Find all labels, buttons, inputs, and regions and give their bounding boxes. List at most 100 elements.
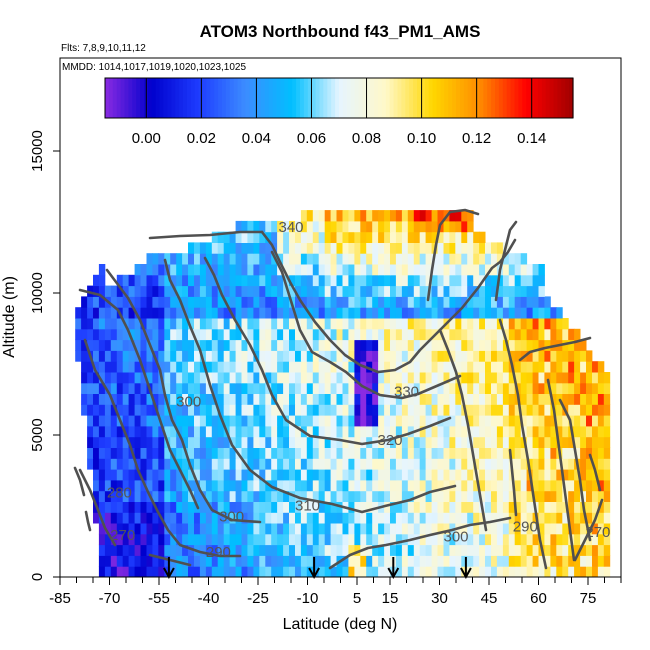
heatmap-cell [449, 436, 456, 448]
heatmap-cell [110, 566, 118, 577]
heatmap-cell [562, 361, 569, 373]
heatmap-cell [443, 555, 450, 567]
heatmap-cell [253, 339, 260, 351]
heatmap-cell [520, 382, 528, 394]
heatmap-cell [306, 382, 314, 394]
heatmap-cell [188, 285, 195, 297]
heatmap-cell [485, 274, 492, 287]
heatmap-cell [271, 458, 278, 470]
heatmap-cell [378, 479, 385, 492]
heatmap-cell [437, 447, 444, 459]
heatmap-cell [199, 264, 207, 276]
heatmap-cell [372, 415, 379, 427]
heatmap-cell [455, 285, 462, 297]
heatmap-cell [152, 307, 159, 319]
heatmap-cell [514, 285, 522, 297]
heatmap-cell [574, 425, 581, 438]
heatmap-cell [182, 544, 189, 556]
heatmap-cell [390, 523, 397, 535]
heatmap-cell [295, 458, 302, 470]
heatmap-cell [247, 264, 254, 276]
heatmap-cell [211, 296, 219, 308]
heatmap-cell [603, 372, 611, 384]
heatmap-cell [532, 458, 539, 470]
heatmap-cell [324, 436, 332, 448]
heatmap-cell [300, 231, 308, 243]
heatmap-cell [401, 361, 409, 373]
heatmap-cell [176, 544, 183, 556]
heatmap-cell [283, 285, 290, 297]
heatmap-cell [437, 501, 444, 513]
heatmap-cell [336, 533, 343, 546]
heatmap-cell [110, 404, 118, 416]
heatmap-cell [223, 307, 231, 319]
heatmap-cell [562, 566, 569, 577]
heatmap-cell [217, 382, 225, 394]
heatmap-cell [241, 566, 248, 577]
heatmap-cell [265, 253, 272, 265]
heatmap-cell [199, 361, 207, 373]
heatmap-cell [449, 210, 456, 222]
heatmap-cell [580, 523, 587, 535]
heatmap-cell [217, 490, 225, 502]
heatmap-cell [283, 469, 290, 481]
heatmap-cell [437, 210, 444, 222]
heatmap-cell [496, 253, 504, 265]
heatmap-cell [229, 285, 236, 297]
heatmap-cell [437, 339, 444, 351]
heatmap-cell [550, 393, 557, 405]
colorbar-swatch [393, 78, 399, 118]
heatmap-cell [425, 372, 432, 384]
heatmap-cell [140, 533, 147, 546]
heatmap-cell [378, 318, 385, 330]
heatmap-cell [146, 436, 153, 448]
heatmap-cell [592, 415, 599, 427]
heatmap-cell [431, 501, 438, 513]
heatmap-cell [360, 382, 367, 394]
heatmap-cell [295, 307, 302, 319]
heatmap-cell [532, 523, 539, 535]
heatmap-cell [449, 469, 456, 481]
heatmap-cell [348, 469, 355, 481]
heatmap-cell [431, 523, 438, 535]
colorbar-swatch [374, 78, 379, 118]
heatmap-cell [384, 555, 391, 567]
heatmap-cell [479, 285, 486, 297]
heatmap-cell [104, 328, 112, 341]
heatmap-cell [544, 307, 551, 319]
colorbar-swatch [288, 78, 293, 118]
heatmap-cell [98, 555, 106, 567]
heatmap-cell [306, 425, 314, 438]
heatmap-cell [259, 220, 266, 233]
heatmap-cell [384, 458, 391, 470]
heatmap-cell [455, 469, 462, 481]
heatmap-cell [295, 436, 302, 448]
heatmap-cell [93, 425, 100, 438]
heatmap-cell [467, 393, 474, 405]
heatmap-cell [485, 501, 492, 513]
heatmap-cell [592, 479, 599, 492]
heatmap-cell [544, 393, 551, 405]
heatmap-cell [597, 404, 605, 416]
heatmap-cell [473, 296, 480, 308]
heatmap-cell [520, 318, 528, 330]
heatmap-cell [562, 479, 569, 492]
heatmap-cell [372, 285, 379, 297]
heatmap-cell [211, 566, 219, 577]
heatmap-cell [306, 544, 314, 556]
heatmap-cell [211, 533, 219, 546]
heatmap-cell [152, 490, 159, 502]
heatmap-cell [199, 523, 207, 535]
contour-line [78, 468, 117, 547]
heatmap-cell [194, 490, 201, 502]
heatmap-cell [93, 318, 100, 330]
heatmap-cell [508, 274, 516, 287]
heatmap-cell [205, 404, 213, 416]
heatmap-cell [395, 555, 403, 567]
heatmap-cell [413, 469, 421, 481]
heatmap-cell [128, 274, 135, 287]
heatmap-cell [449, 307, 456, 319]
contour-line [376, 306, 464, 374]
heatmap-cell [259, 350, 266, 362]
